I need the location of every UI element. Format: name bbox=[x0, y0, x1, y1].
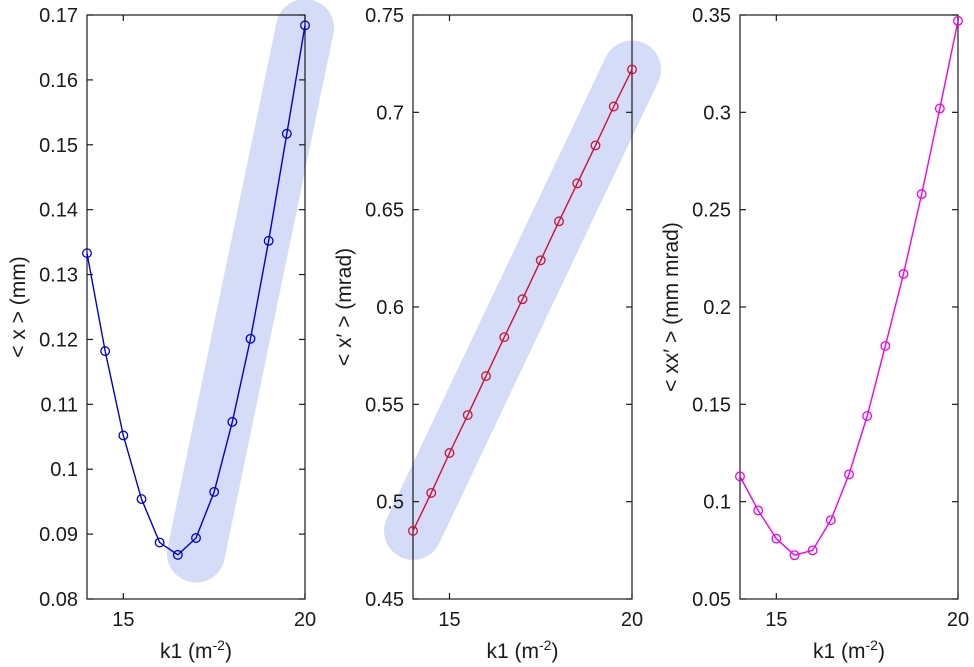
data-point bbox=[408, 525, 418, 536]
data-point bbox=[481, 371, 491, 382]
x-axis-label-main: k1 (m bbox=[487, 640, 540, 663]
axes-frame bbox=[739, 14, 959, 600]
series-line bbox=[86, 25, 306, 556]
x-axis-label: k1 (m-2) bbox=[160, 637, 232, 663]
y-tick-label: 0.15 bbox=[39, 135, 78, 157]
y-axis-label: < xx′ > (mm mrad) bbox=[660, 222, 683, 392]
data-point bbox=[572, 178, 583, 189]
x-axis-label: k1 (m-2) bbox=[487, 637, 559, 663]
data-point bbox=[172, 549, 183, 560]
data-point bbox=[245, 333, 256, 344]
y-tick-label: 0.55 bbox=[365, 394, 404, 416]
y-tick-label: 0.14 bbox=[39, 200, 78, 222]
y-tick-label: 0.15 bbox=[692, 394, 731, 416]
data-point bbox=[608, 101, 619, 112]
data-point bbox=[154, 537, 165, 548]
x-axis-label-close: ) bbox=[551, 640, 558, 663]
data-point bbox=[844, 469, 854, 480]
data-point bbox=[82, 248, 92, 259]
data-point bbox=[535, 255, 546, 266]
data-point bbox=[880, 340, 891, 351]
y-tick-label: 0.13 bbox=[39, 265, 78, 287]
x-axis-label: k1 (m-2) bbox=[813, 637, 885, 663]
y-tick-label: 0.1 bbox=[703, 492, 731, 514]
x-axis-label-main: k1 (m bbox=[160, 640, 213, 663]
data-point bbox=[554, 216, 564, 227]
data-point bbox=[789, 550, 800, 561]
x-tick-label: 15 bbox=[438, 609, 460, 631]
data-point bbox=[191, 533, 201, 543]
highlight-band bbox=[167, 0, 334, 583]
data-point bbox=[100, 346, 111, 357]
y-tick-label: 0.65 bbox=[365, 200, 404, 222]
x-tick-label: 20 bbox=[294, 609, 316, 631]
panel-xxprime: 0.05 0.1 0.15 0.2 0.25 0.3 0.35 15 20 k1 (m-2) < x… bbox=[660, 5, 969, 663]
y-tick-label: 0.11 bbox=[41, 394, 78, 416]
data-point bbox=[807, 545, 818, 556]
y-tick-label: 0.35 bbox=[692, 5, 731, 27]
y-tick-label: 0.25 bbox=[692, 200, 731, 222]
x-axis-label-close: ) bbox=[878, 640, 885, 663]
data-point bbox=[898, 268, 909, 279]
data-point bbox=[462, 410, 473, 420]
panel-x-rms: 0.08 0.09 0.1 0.11 0.12 0.13 0.14 0.15 0.16 0.17 1… bbox=[7, 0, 334, 663]
y-tick-label: 0.09 bbox=[39, 524, 78, 546]
y-tick-label: 0.16 bbox=[39, 70, 78, 92]
data-point bbox=[136, 494, 147, 505]
data-point bbox=[499, 332, 510, 343]
data-point bbox=[825, 515, 836, 526]
x-axis-label-main: k1 (m bbox=[813, 640, 866, 663]
y-tick-label: 0.7 bbox=[376, 102, 404, 124]
y-tick-label: 0.5 bbox=[376, 492, 404, 514]
series-line bbox=[412, 69, 633, 532]
y-tick-label: 0.6 bbox=[376, 297, 404, 319]
y-tick-label: 0.17 bbox=[39, 5, 78, 27]
y-tick-label: 0.05 bbox=[692, 589, 731, 611]
data-point bbox=[300, 20, 310, 31]
data-point bbox=[735, 471, 745, 482]
y-tick-label: 0.08 bbox=[39, 589, 78, 611]
series-line bbox=[739, 20, 959, 556]
x-axis-label-close: ) bbox=[225, 640, 232, 663]
y-axis-label: < x > (mm) bbox=[7, 256, 30, 358]
data-point bbox=[953, 15, 963, 26]
y-tick-label: 0.3 bbox=[703, 102, 731, 124]
data-point bbox=[426, 487, 437, 498]
y-tick-label: 0.12 bbox=[39, 329, 78, 351]
data-point bbox=[934, 103, 945, 114]
y-tick-label: 0.1 bbox=[50, 459, 78, 481]
data-point bbox=[627, 64, 637, 75]
data-point bbox=[118, 430, 129, 441]
axes-frame bbox=[86, 14, 306, 600]
y-tick-label: 0.2 bbox=[703, 297, 731, 319]
x-tick-label: 15 bbox=[765, 609, 787, 631]
x-axis-label-sup: -2 bbox=[539, 637, 552, 653]
y-tick-label: 0.45 bbox=[365, 589, 404, 611]
data-point bbox=[209, 486, 220, 497]
panel-xprime-rms: 0.45 0.5 0.55 0.6 0.65 0.7 0.75 15 20 k1 (m-2) < x… bbox=[333, 5, 661, 663]
data-point bbox=[771, 533, 782, 544]
data-point bbox=[227, 416, 238, 427]
data-point bbox=[862, 411, 873, 421]
x-tick-label: 20 bbox=[621, 609, 643, 631]
data-point bbox=[753, 505, 764, 516]
x-tick-label: 20 bbox=[947, 609, 969, 631]
x-axis-label-sup: -2 bbox=[213, 637, 226, 653]
data-point bbox=[590, 140, 601, 151]
y-tick-label: 0.75 bbox=[365, 5, 404, 27]
x-tick-label: 15 bbox=[112, 609, 134, 631]
y-axis-label: < x′ > (mrad) bbox=[333, 248, 356, 366]
data-point bbox=[916, 189, 927, 200]
x-axis-label-sup: -2 bbox=[866, 637, 879, 653]
data-point bbox=[263, 235, 274, 246]
data-point bbox=[444, 448, 455, 458]
data-point bbox=[517, 294, 528, 305]
data-point bbox=[281, 128, 292, 139]
